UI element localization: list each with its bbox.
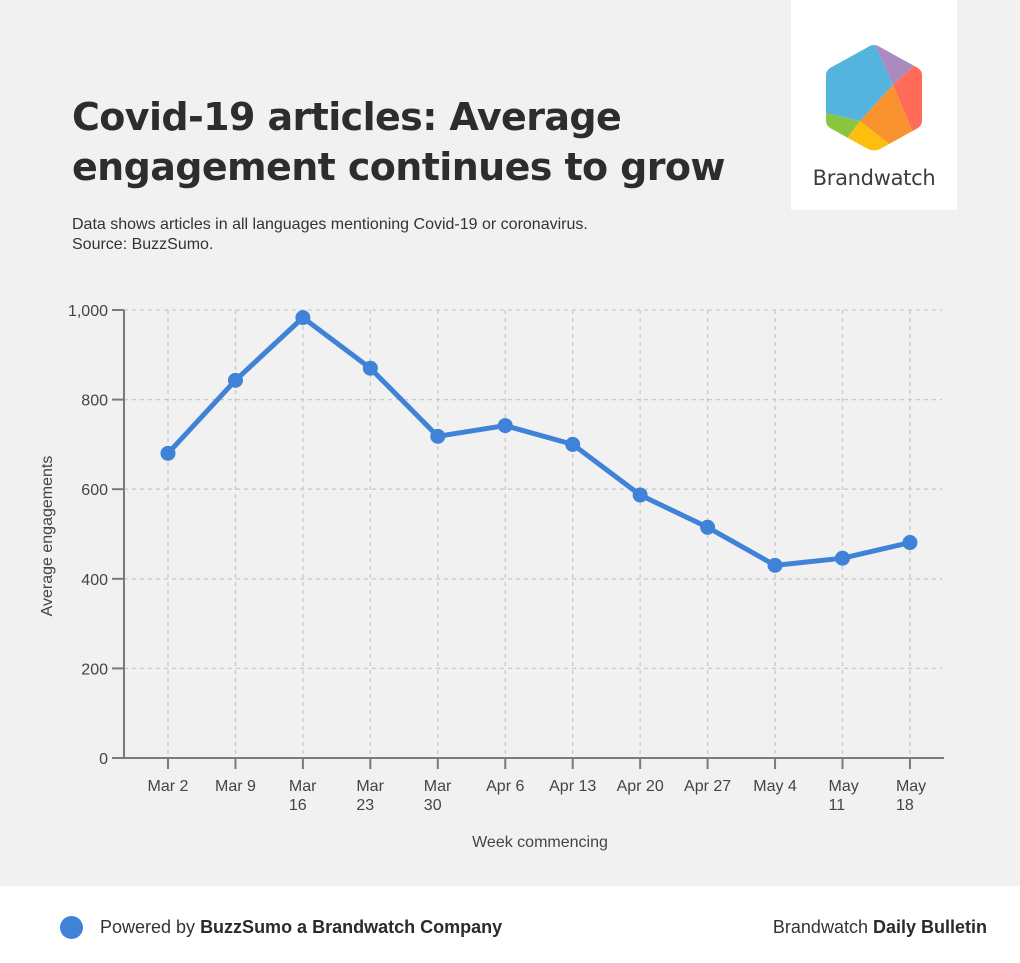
x-tick-label-line: 23 [356, 797, 374, 814]
x-axis-title: Week commencing [472, 834, 608, 851]
x-tick-label: Apr 6 [486, 778, 524, 795]
y-tick-label: 600 [81, 482, 108, 499]
powered-by-company: BuzzSumo a Brandwatch Company [200, 917, 503, 937]
x-tick-label: May 18 [896, 778, 926, 814]
brandwatch-logo: Brandwatch [791, 0, 957, 210]
buzzsumo-dot-icon [60, 916, 83, 939]
data-point [632, 487, 648, 503]
brandwatch-hexagon-icon [826, 45, 922, 151]
x-tick-label: Apr 20 [617, 778, 664, 795]
y-axis-ticks: 0 200 400 600 800 1,000 [68, 303, 124, 768]
x-tick-label: Apr 27 [684, 778, 731, 795]
x-tick-label-line: Mar [356, 778, 384, 795]
powered-by-text: Powered by BuzzSumo a Brandwatch Company [100, 917, 502, 938]
x-tick-label-line: 18 [896, 797, 914, 814]
brandwatch-logo-text: Brandwatch [812, 166, 936, 190]
x-tick-label-line: Apr 27 [684, 778, 731, 795]
chart-subtitle: Data shows articles in all languages men… [72, 215, 772, 255]
x-tick-label-line: May 4 [753, 778, 797, 795]
x-tick-label-line: May [896, 778, 926, 795]
daily-bulletin-text: Brandwatch Daily Bulletin [773, 917, 987, 938]
chart-title: Covid-19 articles: Average engagement co… [72, 92, 772, 192]
x-tick-label: Mar 16 [289, 778, 317, 814]
y-tick-label: 1,000 [68, 303, 108, 320]
data-point [835, 550, 850, 566]
y-axis-title: Average engagements [39, 456, 56, 617]
y-tick-label: 0 [99, 751, 108, 768]
y-tick-label: 800 [81, 393, 108, 410]
y-tick-label: 200 [81, 661, 108, 678]
data-point [160, 445, 176, 461]
x-tick-label-line: Mar 2 [148, 778, 189, 795]
bulletin-name: Daily Bulletin [872, 917, 987, 937]
data-point [700, 519, 716, 535]
x-tick-label: Apr 13 [549, 778, 596, 795]
x-axis-ticks: Mar 2 Mar 9 Mar 16 Mar 23 Mar 30 Apr 6 Apr 13 Apr … [148, 758, 926, 814]
x-tick-label: May 4 [753, 778, 797, 795]
data-point [497, 418, 513, 434]
x-tick-label-line: 16 [289, 797, 307, 814]
logo-segment-orange [860, 85, 915, 150]
data-point [565, 436, 581, 452]
data-point [430, 428, 446, 444]
subtitle-source: Source: BuzzSumo. [72, 236, 214, 253]
chart-title-line-1: Covid-19 articles: Average [72, 95, 622, 139]
y-tick-label: 400 [81, 572, 108, 589]
chart-axes [112, 310, 944, 759]
data-point [902, 535, 918, 551]
x-tick-label-line: Apr 20 [617, 778, 664, 795]
x-tick-label-line: 30 [424, 797, 442, 814]
x-tick-label: Mar 23 [356, 778, 384, 814]
footer: Powered by BuzzSumo a Brandwatch Company… [0, 886, 1020, 963]
x-tick-label-line: May [829, 778, 859, 795]
x-tick-label-line: Mar [424, 778, 452, 795]
x-tick-label-line: Apr 6 [486, 778, 524, 795]
chart-title-line-2: engagement continues to grow [72, 145, 726, 189]
data-point [362, 360, 378, 376]
logo-segment-red [893, 64, 922, 140]
subtitle-description: Data shows articles in all languages men… [72, 216, 588, 233]
x-tick-label-line: Apr 13 [549, 778, 596, 795]
x-tick-label: Mar 9 [215, 778, 256, 795]
x-tick-label: Mar 30 [424, 778, 452, 814]
x-tick-label-line: Mar [289, 778, 317, 795]
series-line [165, 315, 913, 568]
x-tick-label-line: 11 [829, 797, 846, 814]
data-point [295, 310, 311, 326]
chart-grid [124, 309, 942, 758]
x-tick-label-line: Mar 9 [215, 778, 256, 795]
powered-by-label: Powered by [100, 917, 201, 937]
bulletin-brand: Brandwatch [772, 917, 873, 937]
chart-series [160, 310, 918, 573]
x-tick-label: Mar 2 [148, 778, 189, 795]
data-point [767, 557, 783, 573]
data-point [227, 372, 243, 388]
x-tick-label: May 11 [829, 778, 859, 814]
